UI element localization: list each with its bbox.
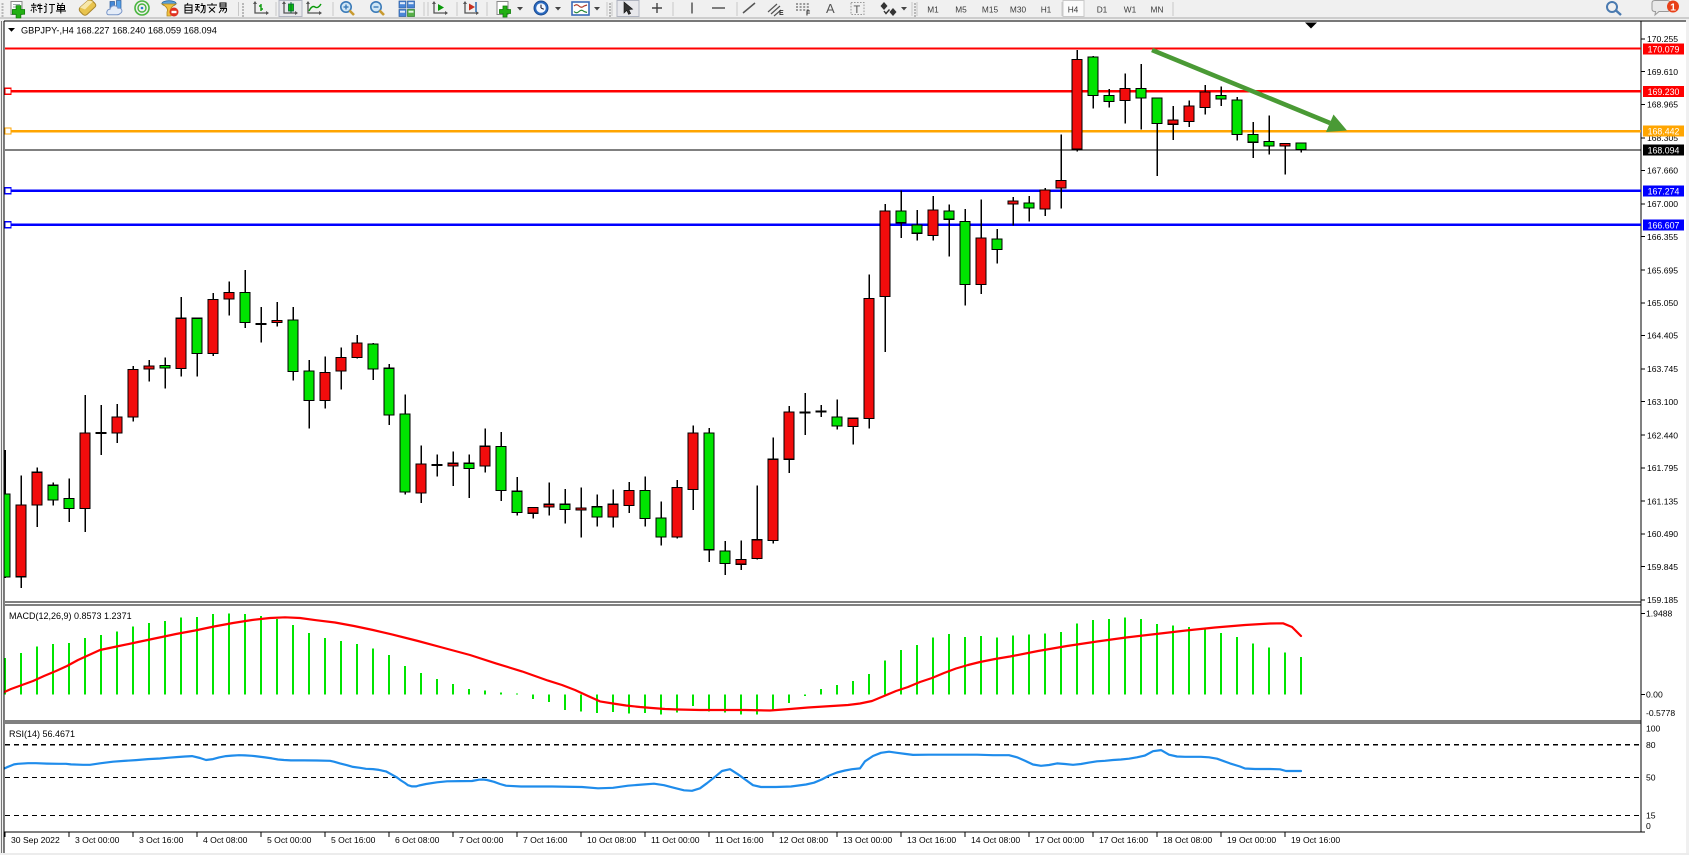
svg-text:159.845: 159.845 <box>1647 562 1678 572</box>
svg-text:19 Oct 16:00: 19 Oct 16:00 <box>1291 835 1340 845</box>
svg-text:4 Oct 08:00: 4 Oct 08:00 <box>203 835 248 845</box>
svg-text:11 Oct 16:00: 11 Oct 16:00 <box>715 835 764 845</box>
svg-text:T: T <box>854 4 861 16</box>
svg-text:166.607: 166.607 <box>1648 220 1680 230</box>
svg-text:D1: D1 <box>1097 5 1108 15</box>
svg-text:0: 0 <box>1646 821 1651 831</box>
svg-text:1.9488: 1.9488 <box>1646 609 1673 619</box>
svg-text:166.355: 166.355 <box>1647 232 1678 242</box>
svg-text:H4: H4 <box>1068 5 1079 15</box>
svg-text:169.610: 169.610 <box>1647 67 1678 77</box>
svg-text:168.305: 168.305 <box>1647 133 1678 143</box>
svg-text:6 Oct 08:00: 6 Oct 08:00 <box>395 835 440 845</box>
svg-text:MN: MN <box>1151 5 1164 15</box>
svg-text:161.795: 161.795 <box>1647 463 1678 473</box>
svg-text:165.050: 165.050 <box>1647 298 1678 308</box>
svg-text:167.660: 167.660 <box>1647 166 1678 176</box>
svg-text:7 Oct 16:00: 7 Oct 16:00 <box>523 835 568 845</box>
svg-text:50: 50 <box>1646 773 1656 783</box>
svg-text:A: A <box>826 1 835 16</box>
svg-text:17 Oct 00:00: 17 Oct 00:00 <box>1035 835 1084 845</box>
svg-text:H1: H1 <box>1041 5 1052 15</box>
svg-text:12 Oct 08:00: 12 Oct 08:00 <box>779 835 828 845</box>
svg-text:13 Oct 00:00: 13 Oct 00:00 <box>843 835 892 845</box>
svg-text:163.100: 163.100 <box>1647 397 1678 407</box>
svg-text:100: 100 <box>1646 724 1661 734</box>
svg-text:RSI(14) 56.4671: RSI(14) 56.4671 <box>9 729 75 739</box>
svg-text:7 Oct 00:00: 7 Oct 00:00 <box>459 835 504 845</box>
svg-text:5 Oct 00:00: 5 Oct 00:00 <box>267 835 312 845</box>
svg-text:167.274: 167.274 <box>1648 186 1680 196</box>
svg-text:10 Oct 08:00: 10 Oct 08:00 <box>587 835 636 845</box>
svg-text:F: F <box>806 11 811 18</box>
svg-text:163.745: 163.745 <box>1647 364 1678 374</box>
svg-text:E: E <box>779 10 784 17</box>
svg-text:14 Oct 08:00: 14 Oct 08:00 <box>971 835 1020 845</box>
svg-text:5 Oct 16:00: 5 Oct 16:00 <box>331 835 376 845</box>
svg-text:168.965: 168.965 <box>1647 100 1678 110</box>
svg-text:15: 15 <box>1646 810 1656 820</box>
svg-text:GBPJPY-,H4 168.227 168.240 16: GBPJPY-,H4 168.227 168.240 168.059 168.0… <box>21 26 217 36</box>
svg-text:18 Oct 08:00: 18 Oct 08:00 <box>1163 835 1212 845</box>
svg-text:1: 1 <box>1670 2 1676 14</box>
svg-text:M1: M1 <box>927 5 939 15</box>
svg-text:M15: M15 <box>982 5 999 15</box>
svg-text:M5: M5 <box>955 5 967 15</box>
svg-text:3 Oct 16:00: 3 Oct 16:00 <box>139 835 184 845</box>
svg-text:159.185: 159.185 <box>1647 595 1678 605</box>
svg-text:168.094: 168.094 <box>1648 146 1680 156</box>
svg-text:W1: W1 <box>1124 5 1137 15</box>
svg-text:80: 80 <box>1646 740 1656 750</box>
svg-text:165.695: 165.695 <box>1647 265 1678 275</box>
svg-text:161.135: 161.135 <box>1647 496 1678 506</box>
svg-text:160.490: 160.490 <box>1647 529 1678 539</box>
svg-text:164.405: 164.405 <box>1647 331 1678 341</box>
svg-text:M30: M30 <box>1010 5 1027 15</box>
svg-text:167.000: 167.000 <box>1647 199 1678 209</box>
svg-text:162.440: 162.440 <box>1647 430 1678 440</box>
svg-text:30 Sep 2022: 30 Sep 2022 <box>11 835 60 845</box>
svg-text:169.230: 169.230 <box>1648 87 1680 97</box>
svg-text:-0.5778: -0.5778 <box>1646 708 1675 718</box>
svg-text:17 Oct 16:00: 17 Oct 16:00 <box>1099 835 1148 845</box>
svg-text:170.255: 170.255 <box>1647 34 1678 44</box>
svg-text:19 Oct 00:00: 19 Oct 00:00 <box>1227 835 1276 845</box>
svg-text:168.442: 168.442 <box>1648 127 1680 137</box>
svg-text:13 Oct 16:00: 13 Oct 16:00 <box>907 835 956 845</box>
svg-text:11 Oct 00:00: 11 Oct 00:00 <box>651 835 700 845</box>
svg-text:MACD(12,26,9) 0.8573 1.2371: MACD(12,26,9) 0.8573 1.2371 <box>9 611 132 621</box>
svg-text:0.00: 0.00 <box>1646 689 1663 699</box>
svg-text:3 Oct 00:00: 3 Oct 00:00 <box>75 835 120 845</box>
svg-text:170.079: 170.079 <box>1648 45 1680 55</box>
